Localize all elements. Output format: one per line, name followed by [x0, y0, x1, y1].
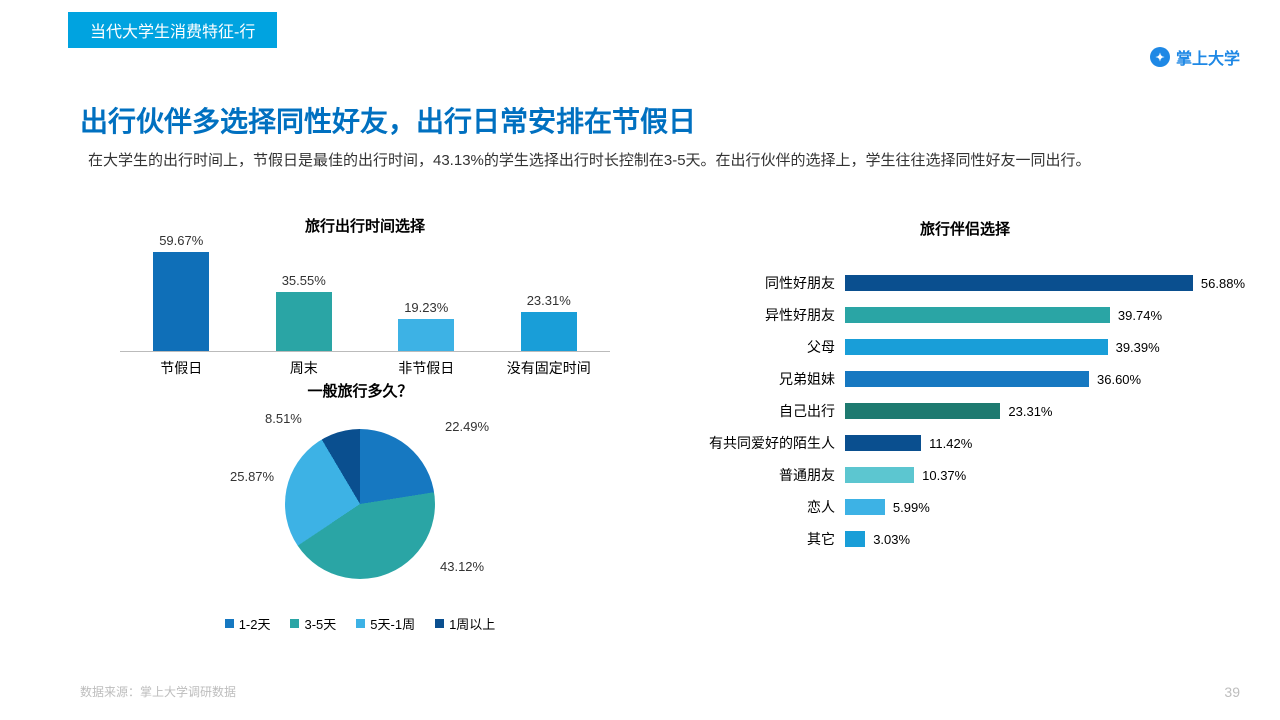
- bar-column: 23.31%: [488, 293, 611, 351]
- hbar-bar: [845, 531, 865, 547]
- hbar-label: 有共同爱好的陌生人: [685, 433, 845, 453]
- hbar-label: 异性好朋友: [685, 305, 845, 325]
- bar-value-label: 59.67%: [159, 233, 203, 248]
- hbar-row: 父母 39.39%: [685, 337, 1245, 357]
- hbar-bar: [845, 339, 1108, 355]
- hbar-value-label: 3.03%: [873, 532, 910, 547]
- hbar-label: 其它: [685, 529, 845, 549]
- hbar-value-label: 10.37%: [922, 468, 966, 483]
- hbar-label: 同性好朋友: [685, 273, 845, 293]
- legend-swatch: [290, 619, 299, 628]
- hbar-track: 36.60%: [845, 371, 1245, 387]
- bar-value-label: 23.31%: [527, 293, 571, 308]
- bar-column: 35.55%: [243, 273, 366, 351]
- bar-rect: [153, 252, 209, 351]
- bar-column: 59.67%: [120, 233, 243, 351]
- bar-value-label: 35.55%: [282, 273, 326, 288]
- legend-item: 1周以上: [435, 614, 495, 633]
- bar-rect: [521, 312, 577, 351]
- pie: [285, 429, 435, 579]
- pie-chart-title: 一般旅行多久？: [170, 380, 550, 401]
- legend-swatch: [356, 619, 365, 628]
- legend-label: 5天-1周: [370, 614, 415, 633]
- bar-category-label: 没有固定时间: [488, 352, 611, 378]
- page-title: 出行伙伴多选择同性好友，出行日常安排在节假日: [80, 100, 696, 140]
- bar-chart-travel-time: 旅行出行时间选择 59.67% 35.55% 19.23% 23.31% 节假日…: [120, 215, 610, 378]
- pie-slice-label: 25.87%: [230, 469, 274, 484]
- legend-item: 1-2天: [225, 614, 271, 633]
- legend-label: 1-2天: [239, 614, 271, 633]
- hbar-row: 有共同爱好的陌生人 11.42%: [685, 433, 1245, 453]
- legend-item: 3-5天: [290, 614, 336, 633]
- bar-column: 19.23%: [365, 300, 488, 351]
- hbar-track: 23.31%: [845, 403, 1245, 419]
- pie-legend: 1-2天 3-5天 5天-1周 1周以上: [170, 614, 550, 633]
- legend-item: 5天-1周: [356, 614, 415, 633]
- hbar-track: 3.03%: [845, 531, 1245, 547]
- logo-text: 掌上大学: [1176, 45, 1240, 69]
- page-description: 在大学生的出行时间上，节假日是最佳的出行时间，43.13%的学生选择出行时长控制…: [88, 148, 1220, 174]
- hbar-track: 11.42%: [845, 435, 1245, 451]
- hbar-value-label: 56.88%: [1201, 276, 1245, 291]
- hbar-track: 56.88%: [845, 275, 1245, 291]
- bar-category-label: 非节假日: [365, 352, 488, 378]
- hbar-chart-companion: 旅行伴侣选择 同性好朋友 56.88% 异性好朋友 39.74% 父母 39.3…: [685, 218, 1245, 561]
- legend-swatch: [435, 619, 444, 628]
- hbar-bar: [845, 403, 1000, 419]
- bar-rect: [398, 319, 454, 351]
- legend-label: 1周以上: [449, 614, 495, 633]
- bar-rect: [276, 292, 332, 351]
- hbar-row: 普通朋友 10.37%: [685, 465, 1245, 485]
- hbar-label: 恋人: [685, 497, 845, 517]
- bar-chart-area: 59.67% 35.55% 19.23% 23.31%: [120, 242, 610, 352]
- bar-chart-categories: 节假日周末非节假日没有固定时间: [120, 352, 610, 378]
- page-number: 39: [1224, 684, 1240, 700]
- hbar-label: 父母: [685, 337, 845, 357]
- bar-category-label: 节假日: [120, 352, 243, 378]
- pie-chart-wrap: 22.49%43.12%25.87%8.51%: [285, 429, 435, 579]
- bar-value-label: 19.23%: [404, 300, 448, 315]
- hbar-label: 普通朋友: [685, 465, 845, 485]
- hbar-track: 5.99%: [845, 499, 1245, 515]
- hbar-bar: [845, 435, 921, 451]
- legend-swatch: [225, 619, 234, 628]
- hbar-row: 其它 3.03%: [685, 529, 1245, 549]
- hbar-rows: 同性好朋友 56.88% 异性好朋友 39.74% 父母 39.39% 兄弟姐妹…: [685, 273, 1245, 549]
- pie-chart-duration: 一般旅行多久？ 22.49%43.12%25.87%8.51% 1-2天3-5天…: [170, 380, 550, 633]
- hbar-bar: [845, 499, 885, 515]
- hbar-value-label: 11.42%: [929, 436, 972, 451]
- hbar-value-label: 23.31%: [1008, 404, 1052, 419]
- hbar-bar: [845, 371, 1089, 387]
- logo: ✦ 掌上大学: [1150, 45, 1240, 69]
- hbar-value-label: 36.60%: [1097, 372, 1141, 387]
- hbar-value-label: 5.99%: [893, 500, 930, 515]
- hbar-bar: [845, 307, 1110, 323]
- hbar-value-label: 39.74%: [1118, 308, 1162, 323]
- pie-slice-label: 43.12%: [440, 559, 484, 574]
- hbar-track: 39.74%: [845, 307, 1245, 323]
- hbar-bar: [845, 275, 1193, 291]
- hbar-value-label: 39.39%: [1116, 340, 1160, 355]
- pie-slice-label: 8.51%: [265, 411, 302, 426]
- hbar-label: 自己出行: [685, 401, 845, 421]
- hbar-row: 恋人 5.99%: [685, 497, 1245, 517]
- header-tag: 当代大学生消费特征-行: [68, 12, 277, 48]
- legend-label: 3-5天: [304, 614, 336, 633]
- hbar-track: 10.37%: [845, 467, 1245, 483]
- hbar-label: 兄弟姐妹: [685, 369, 845, 389]
- footer-source: 数据来源：掌上大学调研数据: [80, 683, 236, 700]
- bar-category-label: 周末: [243, 352, 366, 378]
- logo-icon: ✦: [1150, 47, 1170, 67]
- hbar-track: 39.39%: [845, 339, 1245, 355]
- hbar-row: 兄弟姐妹 36.60%: [685, 369, 1245, 389]
- pie-slice-label: 22.49%: [445, 419, 489, 434]
- hbar-row: 异性好朋友 39.74%: [685, 305, 1245, 325]
- hbar-bar: [845, 467, 914, 483]
- hbar-row: 同性好朋友 56.88%: [685, 273, 1245, 293]
- hbar-row: 自己出行 23.31%: [685, 401, 1245, 421]
- hbar-chart-title: 旅行伴侣选择: [685, 218, 1245, 239]
